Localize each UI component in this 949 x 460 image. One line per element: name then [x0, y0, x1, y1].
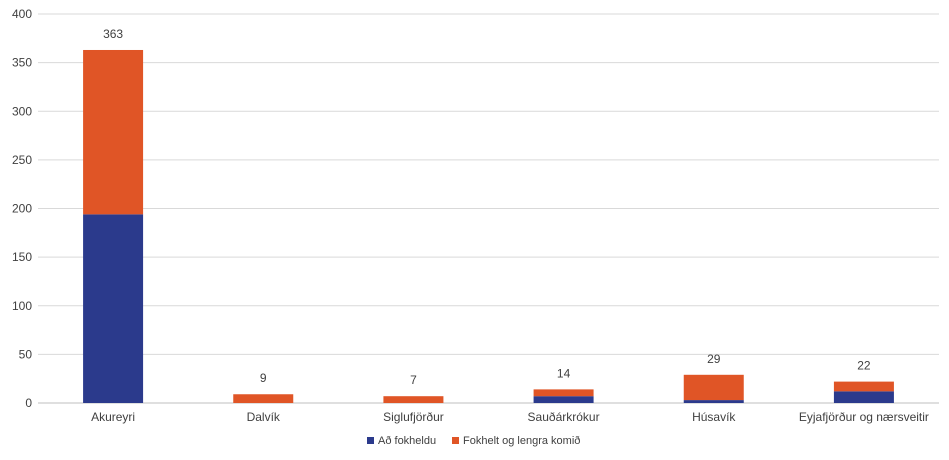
bar-segment-ad-fokheldu — [833, 391, 894, 403]
total-data-label: 22 — [857, 359, 871, 373]
bar-segment-fokhelt — [833, 381, 894, 392]
total-data-label: 7 — [410, 373, 417, 387]
y-tick-label: 50 — [19, 347, 33, 361]
bar-segment-fokhelt — [683, 374, 744, 401]
legend-swatch — [452, 437, 459, 444]
bar-segment-fokhelt — [233, 394, 294, 403]
y-tick-label: 150 — [12, 250, 32, 264]
bar-segment-fokhelt — [533, 389, 594, 397]
bars — [83, 49, 894, 403]
legend: Að fokheldu Fokhelt og lengra komið — [367, 435, 580, 447]
x-category-label: Eyjafjörður og nærsveitir — [799, 410, 929, 424]
y-tick-label: 400 — [12, 7, 32, 21]
legend-label: Að fokheldu — [378, 435, 436, 447]
legend-swatch — [367, 437, 374, 444]
x-category-label: Dalvík — [247, 410, 281, 424]
y-tick-label: 350 — [12, 56, 32, 70]
y-tick-label: 250 — [12, 153, 32, 167]
y-tick-label: 200 — [12, 202, 32, 216]
y-tick-label: 300 — [12, 104, 32, 118]
total-data-label: 363 — [103, 27, 123, 41]
x-category-label: Siglufjörður — [383, 410, 444, 424]
total-data-label: 29 — [707, 352, 721, 366]
bar-segment-fokhelt — [383, 396, 444, 403]
bar-segment-ad-fokheldu — [683, 400, 744, 403]
total-data-label: 14 — [557, 366, 571, 380]
y-axis: 0 50 100 150 200 250 300 350 400 — [12, 7, 32, 410]
bar-segment-ad-fokheldu — [83, 214, 144, 403]
y-tick-label: 0 — [25, 396, 32, 410]
x-category-label: Sauðárkrókur — [528, 410, 600, 424]
x-category-label: Húsavík — [692, 410, 736, 424]
bar-segment-ad-fokheldu — [533, 396, 594, 403]
x-axis: Akureyri Dalvík Siglufjörður Sauðárkrókur Hú… — [91, 410, 929, 424]
y-tick-label: 100 — [12, 299, 32, 313]
legend-label: Fokhelt og lengra komið — [463, 435, 580, 447]
total-data-label: 9 — [260, 371, 267, 385]
gridlines — [38, 13, 939, 404]
bar-segment-fokhelt — [83, 49, 144, 215]
data-labels: 363 9 7 14 29 22 — [103, 27, 871, 387]
x-category-label: Akureyri — [91, 410, 135, 424]
